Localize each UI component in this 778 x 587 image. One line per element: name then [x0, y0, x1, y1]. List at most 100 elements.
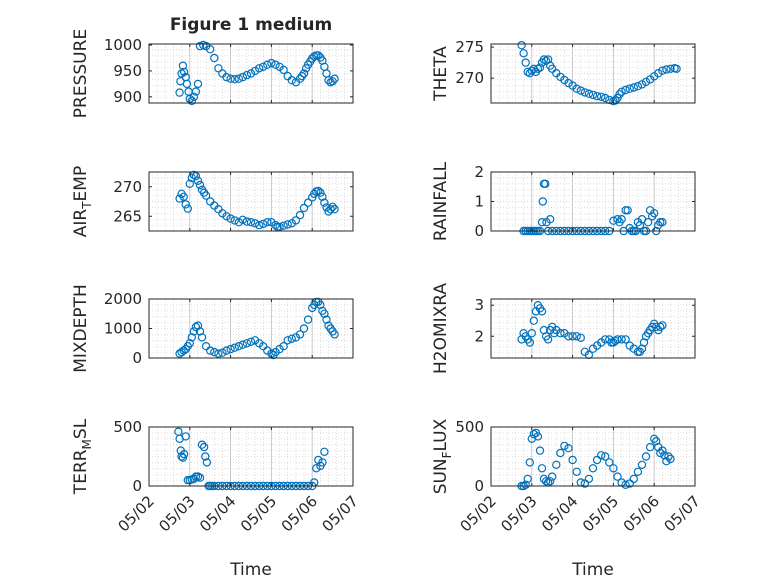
panel-5-marker [226, 344, 235, 354]
panel-3-marker [314, 186, 323, 196]
panel-1-marker [330, 74, 339, 83]
panel-7-marker [181, 432, 190, 441]
panel-8-marker [666, 454, 675, 464]
panel-5-marker [238, 340, 247, 349]
panel-7-marker [202, 458, 212, 467]
panel-2-marker [572, 84, 581, 93]
panel-3-marker [226, 214, 235, 223]
panel-3-marker [328, 202, 337, 211]
panel-8-marker [552, 460, 561, 469]
panel-1-marker [242, 70, 252, 80]
panel-6-ytick-label: 3 [474, 296, 484, 314]
panel-1-marker [279, 65, 288, 75]
panel-1-marker [287, 75, 296, 85]
panel-3-marker [175, 194, 184, 203]
panel-6-marker [658, 321, 667, 330]
panel-8-marker [537, 464, 547, 473]
panel-1-marker [238, 72, 247, 82]
panel-5-marker [322, 315, 331, 324]
panel-2-marker [617, 87, 626, 97]
panel-2-marker [564, 78, 573, 88]
panel-8-marker [597, 451, 606, 460]
panel-8-marker [568, 455, 577, 465]
panel-5-marker [283, 336, 292, 345]
panel-2-marker [662, 65, 671, 74]
panel-2-marker [535, 63, 545, 72]
panel-8-marker [629, 474, 639, 484]
panel-3-marker [295, 210, 305, 220]
panel-2-axes-box [490, 43, 696, 104]
panel-1-ytick-label: 1000 [104, 36, 142, 54]
panel-3-marker [222, 212, 231, 221]
panel-7-ylabel: TERRMSL [71, 418, 94, 495]
panel-3-marker [201, 191, 211, 200]
panel-5-marker [195, 327, 205, 336]
panel-1-marker [259, 62, 268, 72]
panel-7-marker [189, 474, 199, 484]
panel-1-marker [210, 53, 219, 63]
panel-1-marker [255, 64, 264, 73]
panel-1-marker [222, 72, 231, 82]
panel-2-marker [527, 66, 537, 75]
panel-2-marker [621, 85, 630, 95]
panel-6-marker [525, 338, 535, 347]
panel-8-xtick-label: 05/04 [538, 492, 581, 535]
panel-6-axes-box [490, 298, 696, 359]
panel-3-marker [320, 198, 329, 207]
panel-2-marker [519, 49, 528, 58]
panel-1-marker [175, 88, 184, 97]
panel-2-marker [611, 96, 620, 105]
panel-1-marker [178, 61, 188, 70]
panel-3-marker [238, 215, 247, 224]
panel-1-marker [271, 60, 280, 69]
panel-8-marker [625, 479, 634, 488]
panel-6-marker [576, 333, 586, 342]
panel-5-marker [330, 330, 339, 339]
panel-5-marker [218, 348, 227, 357]
panel-4-marker [537, 217, 547, 227]
panel-1-marker [182, 79, 192, 89]
panel-3-ylabel: AIRTEMP [71, 166, 94, 237]
panel-7-marker [312, 464, 321, 473]
panel-5-marker [205, 346, 215, 355]
panel-2-ytick-label: 270 [455, 69, 484, 87]
x-axis-label-left: Time [229, 560, 272, 580]
panel-8-xtick-label: 05/03 [497, 492, 540, 535]
panel-1-marker [205, 45, 215, 54]
panel-2-marker [658, 66, 667, 75]
panel-8-marker [609, 464, 618, 473]
panel-2-marker [629, 83, 639, 92]
panel-8-axes-box [490, 426, 696, 487]
panel-3-marker [195, 180, 205, 190]
panel-6-marker [568, 332, 577, 341]
panel-8-marker [521, 480, 530, 489]
panel-3-marker [185, 179, 194, 188]
panel-7-ytick-label: 0 [132, 477, 142, 495]
panel-2-marker [641, 77, 651, 87]
panel-2-marker [584, 89, 594, 98]
panel-3-marker [181, 200, 190, 209]
panel-6-ylabel: H2OMIXRA [431, 283, 451, 374]
panel-8-ytick-label: 500 [455, 418, 484, 436]
panel-7-ytick-label: 500 [113, 418, 142, 436]
panel-3-marker [303, 198, 313, 207]
panel-3-marker [316, 188, 325, 197]
panel-4-marker [546, 214, 555, 224]
panel-7-axes-box [148, 426, 354, 487]
panel-5-ytick-label: 1000 [104, 320, 142, 338]
panel-8-marker [664, 452, 673, 461]
panel-6-marker [564, 332, 573, 341]
panel-4-marker [541, 179, 550, 188]
panel-5-marker [320, 309, 329, 318]
panel-7-xtick-label: 05/04 [196, 492, 239, 535]
panel-8-marker [548, 472, 557, 481]
panel-3-marker [259, 219, 268, 229]
panel-3-marker [326, 204, 335, 214]
panel-4-marker [623, 206, 632, 215]
panel-4-ytick-label: 2 [474, 163, 484, 181]
panel-7-marker [174, 427, 183, 436]
panel-8-marker [662, 457, 671, 466]
panel-7-xtick-label: 05/06 [278, 492, 321, 535]
